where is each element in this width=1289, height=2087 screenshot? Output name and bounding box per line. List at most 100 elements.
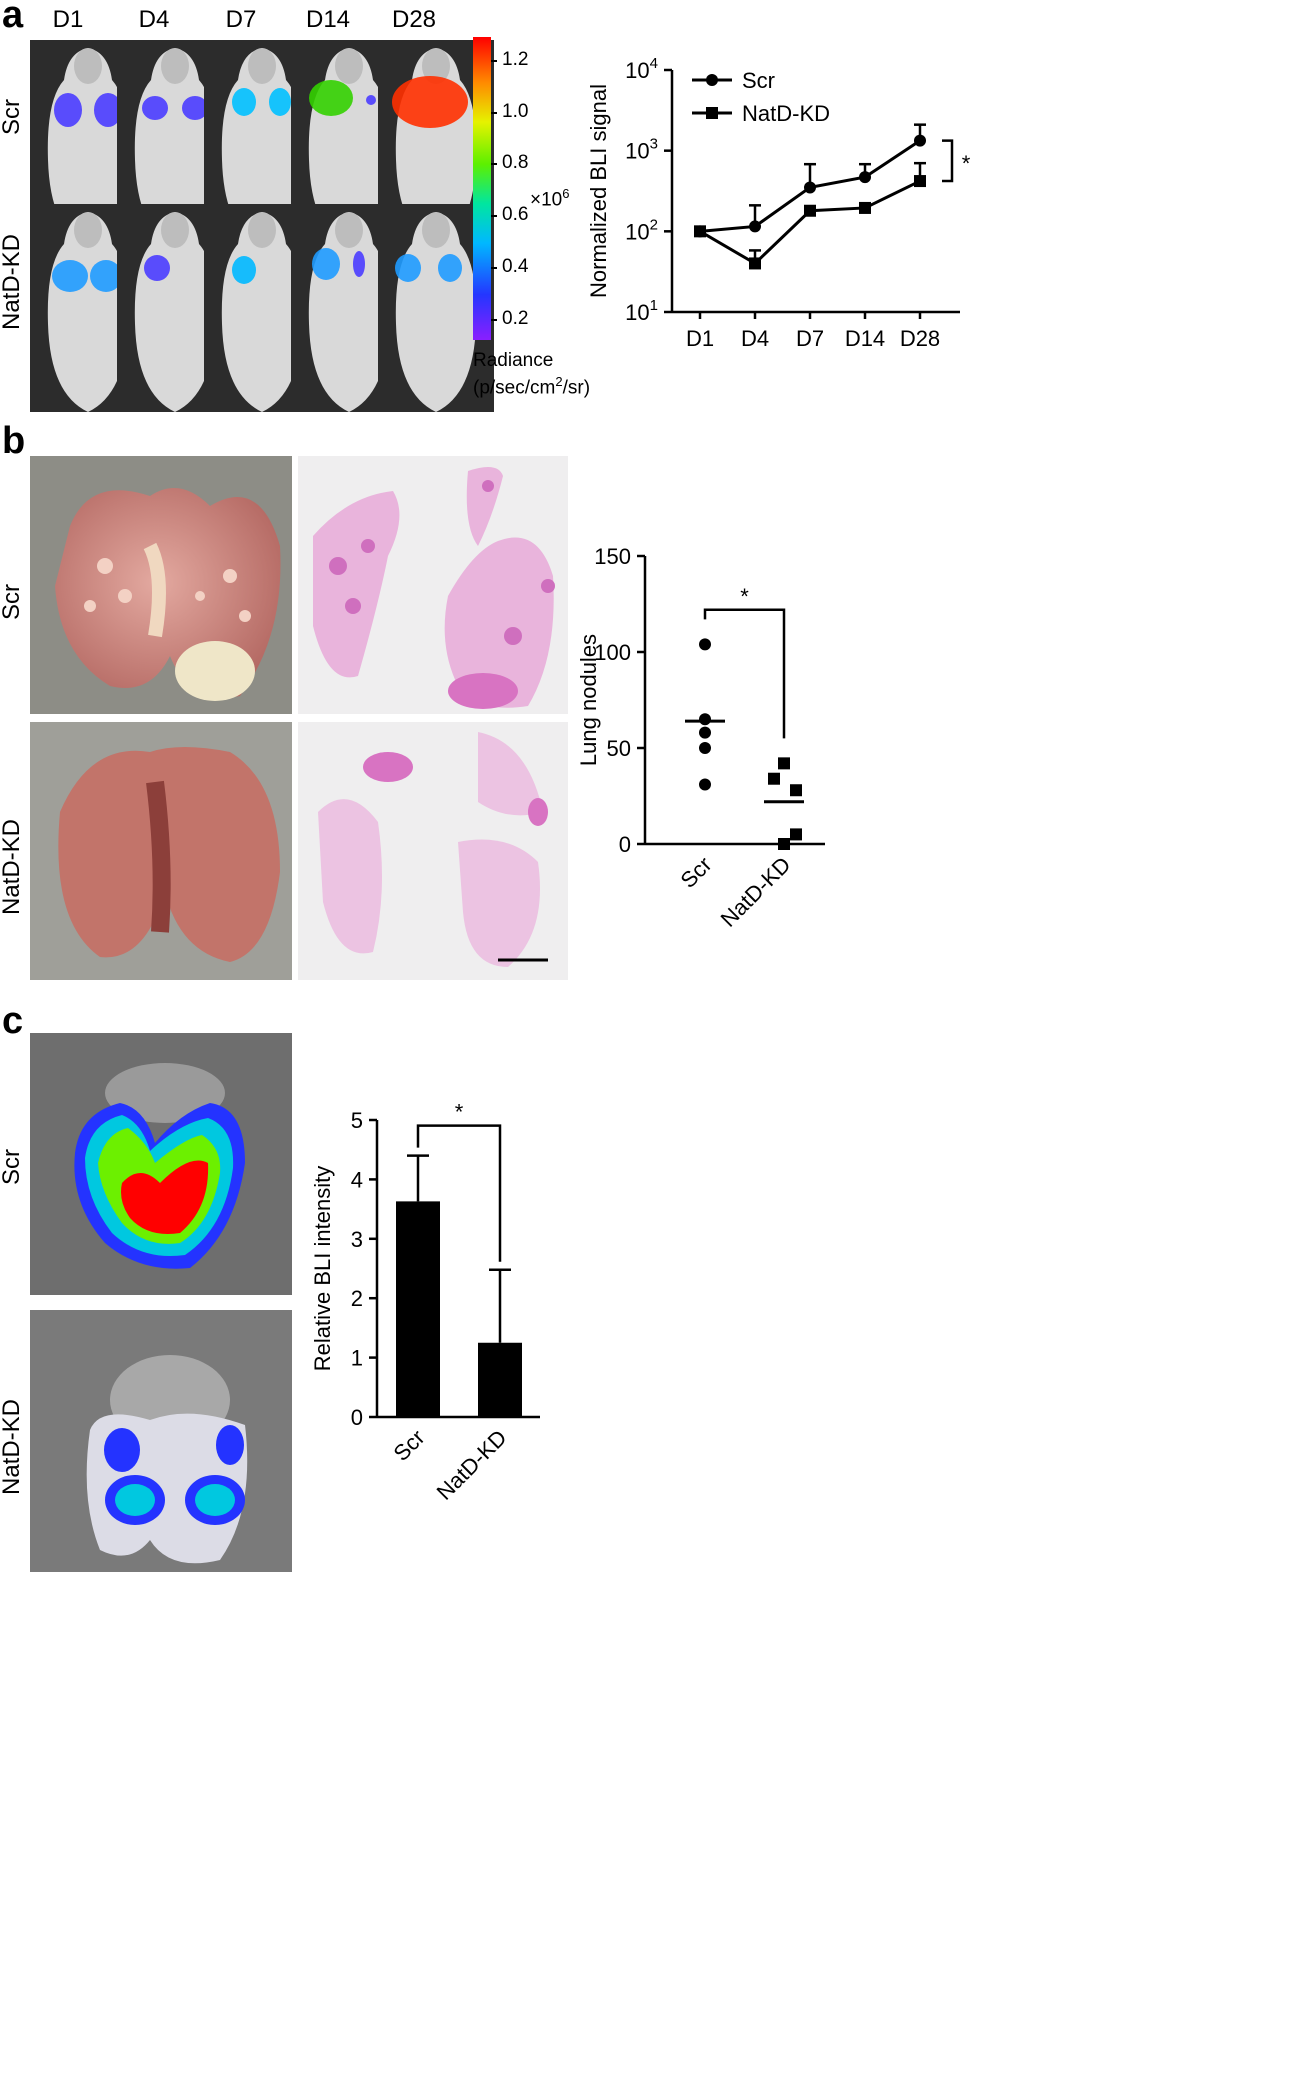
x-tick-label: Scr xyxy=(676,852,717,893)
data-point-scr xyxy=(699,778,711,791)
colorbar-tick-label: 0.2 xyxy=(502,308,529,329)
bli-signal-blob xyxy=(309,80,353,116)
data-point-natd-kd xyxy=(768,772,780,785)
colorbar-tick-mark xyxy=(491,163,497,165)
colorbar-tick-mark xyxy=(491,267,497,269)
x-tick-label: D28 xyxy=(900,326,940,351)
data-point-natd-kd xyxy=(790,784,802,797)
y-tick-label: 104 xyxy=(625,55,658,83)
data-point-scr xyxy=(859,171,871,184)
mouse-head-shape xyxy=(335,212,363,248)
bli-signal-blob xyxy=(353,251,365,277)
colorbar-title-line2: (p/sec/cm2/sr) xyxy=(473,374,591,399)
bli-signal-blob xyxy=(392,76,468,128)
colorbar-tick-mark xyxy=(491,319,497,321)
row-label-scr-c: Scr xyxy=(0,1149,25,1185)
bli-signal-blob xyxy=(90,260,122,292)
mouse-head-shape xyxy=(422,48,450,84)
data-point-natd-kd xyxy=(694,225,706,238)
day-label-d1: D1 xyxy=(52,6,84,33)
y-tick-label: 4 xyxy=(351,1167,363,1192)
data-point-natd-kd xyxy=(914,175,926,188)
mouse-head-shape xyxy=(161,48,189,84)
bli-signal-blob xyxy=(232,256,256,284)
x-tick-label: NatD-KD xyxy=(716,852,796,932)
bli-signal-line-chart: 101 102 103 104 D1 D4 D7 D14 D28 Normalized BLI s… xyxy=(586,55,971,351)
bli-signal-blob xyxy=(94,93,122,127)
bli-signal-blob xyxy=(54,93,82,127)
data-point-scr xyxy=(699,742,711,754)
day-label-d7: D7 xyxy=(225,6,257,33)
row-label-natd-kd-a: NatD-KD xyxy=(0,233,25,330)
colorbar-multiplier: ×106 xyxy=(530,186,570,211)
data-point-natd-kd xyxy=(790,828,802,841)
y-tick-label: 102 xyxy=(625,216,658,244)
colorbar-tick-label: 0.4 xyxy=(502,256,529,277)
colorbar-title-line1: Radiance xyxy=(473,350,554,371)
day-label-d28: D28 xyxy=(391,6,437,33)
mouse-head-shape xyxy=(161,212,189,248)
panel-letter-b: b xyxy=(2,420,26,462)
legend-marker xyxy=(706,107,718,119)
bli-signal-blob xyxy=(366,95,376,105)
panel-letter-c: c xyxy=(2,1000,24,1042)
day-label-d14: D14 xyxy=(305,6,351,33)
mouse-head-shape xyxy=(248,212,276,248)
data-point-natd-kd xyxy=(804,204,816,217)
row-label-natd-kd-c: NatD-KD xyxy=(0,1398,25,1495)
day-label-d4: D4 xyxy=(138,6,170,33)
colorbar-tick-label: 1.2 xyxy=(502,49,529,70)
y-tick-label: 2 xyxy=(351,1286,363,1311)
bli-signal-blob xyxy=(395,254,421,282)
mouse-head-shape xyxy=(422,212,450,248)
y-tick-label: 100 xyxy=(594,640,631,665)
y-tick-label: 101 xyxy=(625,297,658,325)
colorbar-tick-label: 0.6 xyxy=(502,204,529,225)
mouse-head-shape xyxy=(74,48,102,84)
x-tick-label: D7 xyxy=(796,326,824,351)
significance-bracket xyxy=(942,139,954,183)
mouse-head-shape xyxy=(74,212,102,248)
natd-kd-he-section xyxy=(298,722,568,980)
x-tick-label: NatD-KD xyxy=(432,1425,512,1505)
colorbar-tick-mark xyxy=(491,112,497,114)
significance-star: * xyxy=(962,151,971,176)
data-point-scr xyxy=(804,181,816,194)
y-axis-label: Normalized BLI signal xyxy=(586,84,611,298)
bli-signal-blob xyxy=(144,255,170,281)
data-point-scr xyxy=(699,638,711,651)
y-tick-label: 103 xyxy=(625,136,658,164)
bli-signal-blob xyxy=(312,248,340,280)
data-point-natd-kd xyxy=(778,757,790,770)
significance-bracket xyxy=(703,608,786,739)
lung-nodules-scatter-chart: 0 50 100 150 Lung nodules Scr NatD-KD * xyxy=(576,544,825,932)
y-tick-label: 1 xyxy=(351,1346,363,1371)
row-label-scr-b: Scr xyxy=(0,584,25,620)
y-tick-label: 150 xyxy=(594,544,631,569)
bli-signal-blob xyxy=(438,254,462,282)
bar-natd-kd xyxy=(478,1342,522,1417)
data-point-natd-kd xyxy=(778,838,790,850)
scr-ex-vivo-bli-image xyxy=(30,1033,292,1295)
row-label-natd-kd-b: NatD-KD xyxy=(0,818,25,915)
colorbar-tick-mark xyxy=(491,60,497,62)
y-tick-label: 3 xyxy=(351,1227,363,1252)
bli-signal-blob xyxy=(182,96,208,120)
data-point-natd-kd xyxy=(859,201,871,214)
data-point-scr xyxy=(699,726,711,739)
natd-kd-ex-vivo-bli-image xyxy=(30,1310,292,1572)
data-point-scr xyxy=(914,134,926,147)
x-tick-label: D4 xyxy=(741,326,769,351)
y-tick-label: 0 xyxy=(619,832,631,857)
natd-kd-lung-photo xyxy=(30,722,292,980)
legend-label-scr: Scr xyxy=(742,68,775,93)
bli-signal-blob xyxy=(52,260,88,292)
x-tick-label: D14 xyxy=(845,326,885,351)
relative-bli-intensity-bar-chart: 0 1 2 3 4 5 Relative BLI intensity Scr NatD-KD * xyxy=(310,1100,540,1505)
bli-signal-blob xyxy=(232,88,256,116)
row-label-scr-a: Scr xyxy=(0,99,25,135)
colorbar-tick-label: 0.8 xyxy=(502,152,529,173)
significance-star: * xyxy=(455,1100,464,1125)
scr-he-section xyxy=(298,456,568,714)
bli-signal-blob xyxy=(269,88,291,116)
